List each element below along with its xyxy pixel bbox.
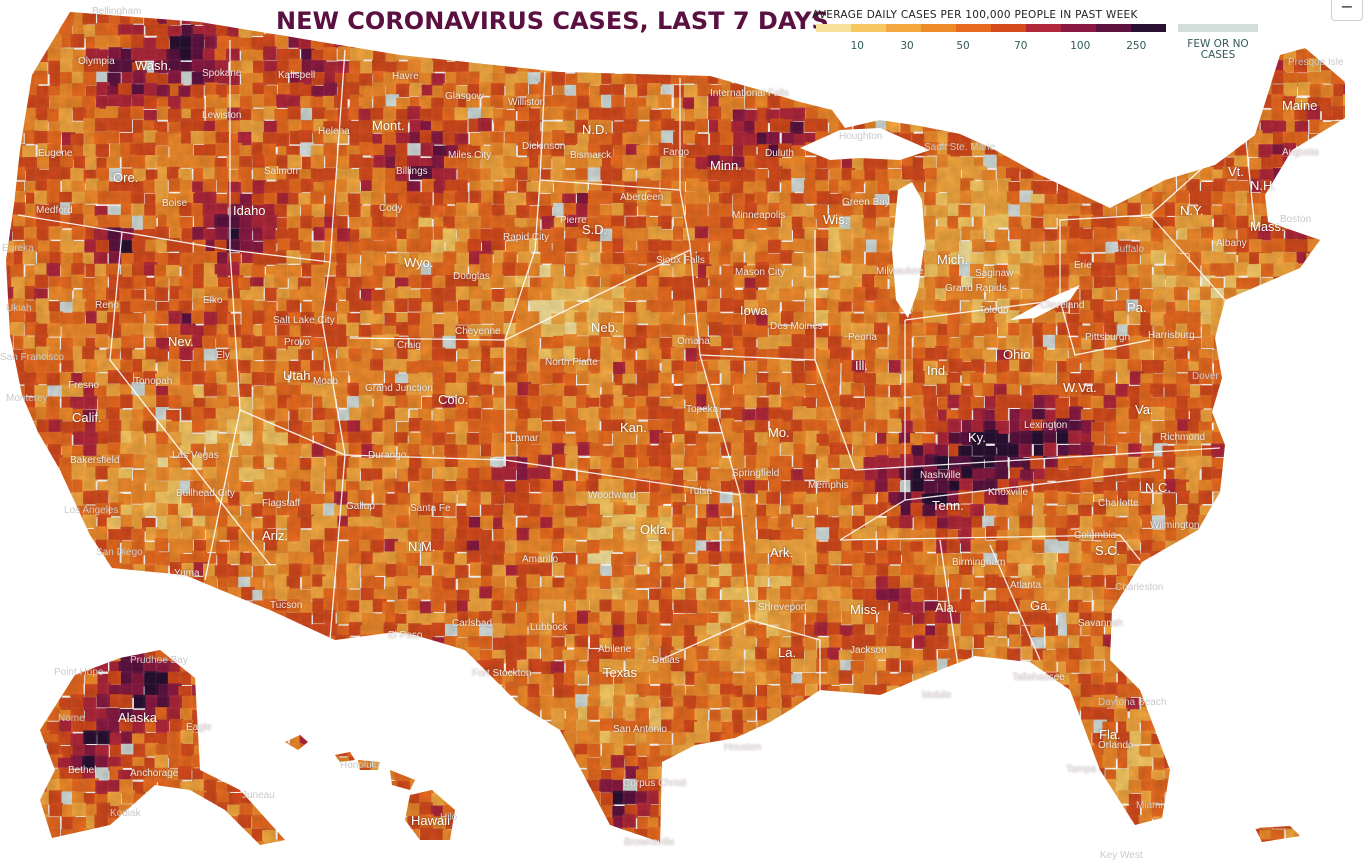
state-borders xyxy=(17,40,1256,690)
legend-swatch xyxy=(991,24,1026,32)
legend-tick: 10 xyxy=(850,40,864,52)
legend-tick: 100 xyxy=(1070,40,1091,52)
lake-superior xyxy=(800,128,930,160)
legend-swatch xyxy=(816,24,851,32)
map-title: NEW CORONAVIRUS CASES, LAST 7 DAYS xyxy=(276,7,829,35)
legend-swatch xyxy=(851,24,886,32)
legend-swatch xyxy=(1026,24,1061,32)
legend-tick: 50 xyxy=(956,40,970,52)
legend-few-cases-label: FEW OR NO CASES xyxy=(1187,38,1249,61)
legend-ticks: 10 30 50 70 100 250 xyxy=(816,40,1166,54)
legend-swatch xyxy=(1131,24,1166,32)
legend-swatch xyxy=(886,24,921,32)
legend-few-cases-swatch xyxy=(1178,24,1258,32)
legend-color-scale xyxy=(816,24,1166,32)
lake-michigan xyxy=(892,182,925,318)
legend: AVERAGE DAILY CASES PER 100,000 PEOPLE I… xyxy=(812,9,1267,61)
legend-tick: 250 xyxy=(1126,40,1147,52)
legend-swatch xyxy=(956,24,991,32)
legend-swatch xyxy=(1096,24,1131,32)
legend-tick: 30 xyxy=(900,40,914,52)
legend-title: AVERAGE DAILY CASES PER 100,000 PEOPLE I… xyxy=(812,9,1138,21)
legend-swatch xyxy=(921,24,956,32)
legend-swatch xyxy=(1061,24,1096,32)
legend-tick: 70 xyxy=(1014,40,1028,52)
collapse-button[interactable]: − xyxy=(1331,0,1363,21)
